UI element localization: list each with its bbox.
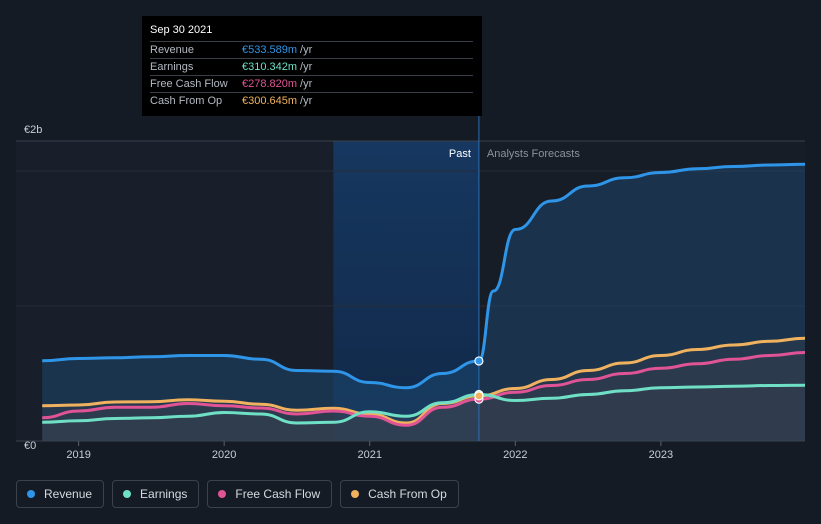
tooltip-value: €310.342m: [242, 61, 298, 73]
tooltip-row-revenue: Revenue €533.589m /yr: [150, 41, 473, 58]
legend-item-earnings[interactable]: Earnings: [112, 480, 200, 508]
legend: Revenue Earnings Free Cash Flow Cash Fro…: [16, 480, 459, 508]
legend-label: Earnings: [140, 487, 188, 501]
revenue-area: [42, 164, 806, 441]
tooltip-row-earnings: Earnings €310.342m /yr: [150, 58, 473, 75]
legend-dot-icon: [123, 490, 132, 498]
chart-area: €0 €2b 2019 2020 2021 2022 2023 Past Analysts Fo…: [16, 116, 806, 461]
tooltip-row-free-cash-flow: Free Cash Flow €278.820m /yr: [150, 75, 473, 92]
y-tick-label: €2b: [24, 124, 42, 136]
data-point-marker: [474, 356, 484, 366]
highlight-region: [333, 141, 479, 441]
past-label: Past: [449, 148, 471, 160]
tooltip-unit: /yr: [300, 44, 313, 56]
legend-label: Revenue: [44, 487, 93, 501]
series-line-earnings: [42, 383, 806, 425]
legend-item-free-cash-flow[interactable]: Free Cash Flow: [207, 480, 333, 508]
series-area-cash-from-op: [42, 338, 806, 441]
series-line-revenue: [42, 162, 806, 390]
legend-label: Free Cash Flow: [235, 487, 321, 501]
x-tick-label: 2021: [357, 449, 381, 461]
legend-dot-icon: [27, 490, 35, 498]
plot-bg-forecast: [478, 141, 805, 441]
tooltip-label: Cash From Op: [150, 95, 223, 107]
data-point-marker: [474, 391, 484, 401]
forecast-label: Analysts Forecasts: [487, 148, 580, 160]
x-tick-label: 2020: [212, 449, 236, 461]
x-tick-label: 2023: [649, 449, 673, 461]
series-line-cash-from-op: [42, 336, 806, 425]
tooltip-value: €533.589m: [242, 44, 298, 56]
tooltip-value: €278.820m: [242, 78, 298, 90]
tooltip: Sep 30 2021 Revenue €533.589m /yr Earnin…: [142, 16, 482, 116]
tooltip-label: Free Cash Flow: [150, 78, 228, 90]
tooltip-value: €300.645m: [242, 95, 298, 107]
tooltip-unit: /yr: [300, 95, 313, 107]
tooltip-unit: /yr: [300, 61, 313, 73]
legend-label: Cash From Op: [368, 487, 447, 501]
legend-item-revenue[interactable]: Revenue: [16, 480, 105, 508]
legend-dot-icon: [351, 490, 360, 498]
tooltip-label: Earnings: [150, 61, 194, 73]
y-tick-label: €0: [24, 440, 36, 452]
tooltip-unit: /yr: [300, 78, 313, 90]
legend-dot-icon: [218, 490, 227, 498]
series-line-free-cash-flow: [42, 351, 806, 427]
tooltip-row-cash-from-op: Cash From Op €300.645m /yr: [150, 92, 473, 109]
tooltip-label: Revenue: [150, 44, 195, 56]
x-tick-label: 2022: [503, 449, 527, 461]
x-tick-label: 2019: [66, 449, 90, 461]
legend-item-cash-from-op[interactable]: Cash From Op: [340, 480, 459, 508]
tooltip-date: Sep 30 2021: [150, 24, 213, 36]
